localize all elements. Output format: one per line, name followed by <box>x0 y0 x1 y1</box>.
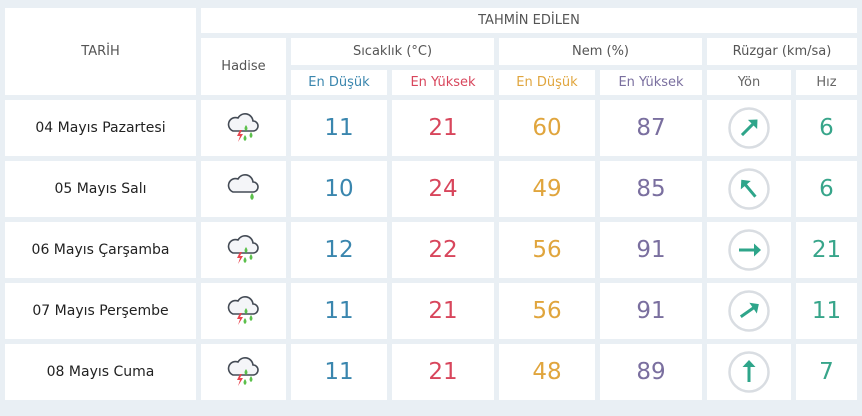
row-date: 06 Mayıs Çarşamba <box>5 222 196 278</box>
wind-direction <box>707 100 791 156</box>
thunderstorm-rain-icon <box>227 357 259 386</box>
row-date: 07 Mayıs Perşembe <box>5 283 196 339</box>
header-temp-max: En Yüksek <box>392 70 494 95</box>
humidity-min: 56 <box>499 222 595 278</box>
humidity-max: 85 <box>600 161 702 217</box>
thunderstorm-rain-icon <box>227 296 259 325</box>
temp-min: 11 <box>291 344 387 400</box>
humidity-min: 48 <box>499 344 595 400</box>
humidity-max: 89 <box>600 344 702 400</box>
weather-cell <box>201 161 286 217</box>
temp-min: 11 <box>291 100 387 156</box>
temp-min: 11 <box>291 283 387 339</box>
cloud-rain-icon <box>227 174 259 200</box>
header-date: TARİH <box>5 8 196 95</box>
temp-max: 24 <box>392 161 494 217</box>
humidity-min: 56 <box>499 283 595 339</box>
temp-max: 22 <box>392 222 494 278</box>
header-temp-min: En Düşük <box>291 70 387 95</box>
row-date: 05 Mayıs Salı <box>5 161 196 217</box>
temp-max: 21 <box>392 100 494 156</box>
wind-arrow-icon <box>728 290 770 332</box>
humidity-max: 91 <box>600 283 702 339</box>
wind-speed: 6 <box>796 161 857 217</box>
header-humidity: Nem (%) <box>499 38 702 65</box>
wind-speed: 21 <box>796 222 857 278</box>
temp-max: 21 <box>392 344 494 400</box>
header-hum-max: En Yüksek <box>600 70 702 95</box>
weather-cell <box>201 100 286 156</box>
weather-cell <box>201 344 286 400</box>
thunderstorm-rain-icon <box>227 235 259 264</box>
wind-direction <box>707 222 791 278</box>
humidity-max: 91 <box>600 222 702 278</box>
header-wind: Rüzgar (km/sa) <box>707 38 857 65</box>
header-speed: Hız <box>796 70 857 95</box>
header-temperature: Sıcaklık (°C) <box>291 38 494 65</box>
wind-direction <box>707 161 791 217</box>
header-hum-min: En Düşük <box>499 70 595 95</box>
wind-direction <box>707 344 791 400</box>
humidity-min: 49 <box>499 161 595 217</box>
forecast-table: TARİH TAHMİN EDİLEN Hadise Sıcaklık (°C)… <box>5 8 862 400</box>
wind-speed: 6 <box>796 100 857 156</box>
header-forecast: TAHMİN EDİLEN <box>201 8 857 33</box>
temp-max: 21 <box>392 283 494 339</box>
weather-cell <box>201 283 286 339</box>
header-direction: Yön <box>707 70 791 95</box>
header-event: Hadise <box>201 38 286 95</box>
wind-arrow-icon <box>728 107 770 149</box>
row-date: 08 Mayıs Cuma <box>5 344 196 400</box>
wind-arrow-icon <box>728 351 770 393</box>
humidity-max: 87 <box>600 100 702 156</box>
wind-direction <box>707 283 791 339</box>
row-date: 04 Mayıs Pazartesi <box>5 100 196 156</box>
temp-min: 10 <box>291 161 387 217</box>
weather-cell <box>201 222 286 278</box>
wind-arrow-icon <box>728 168 770 210</box>
thunderstorm-rain-icon <box>227 113 259 142</box>
temp-min: 12 <box>291 222 387 278</box>
wind-speed: 11 <box>796 283 857 339</box>
wind-arrow-icon <box>728 229 770 271</box>
wind-speed: 7 <box>796 344 857 400</box>
humidity-min: 60 <box>499 100 595 156</box>
